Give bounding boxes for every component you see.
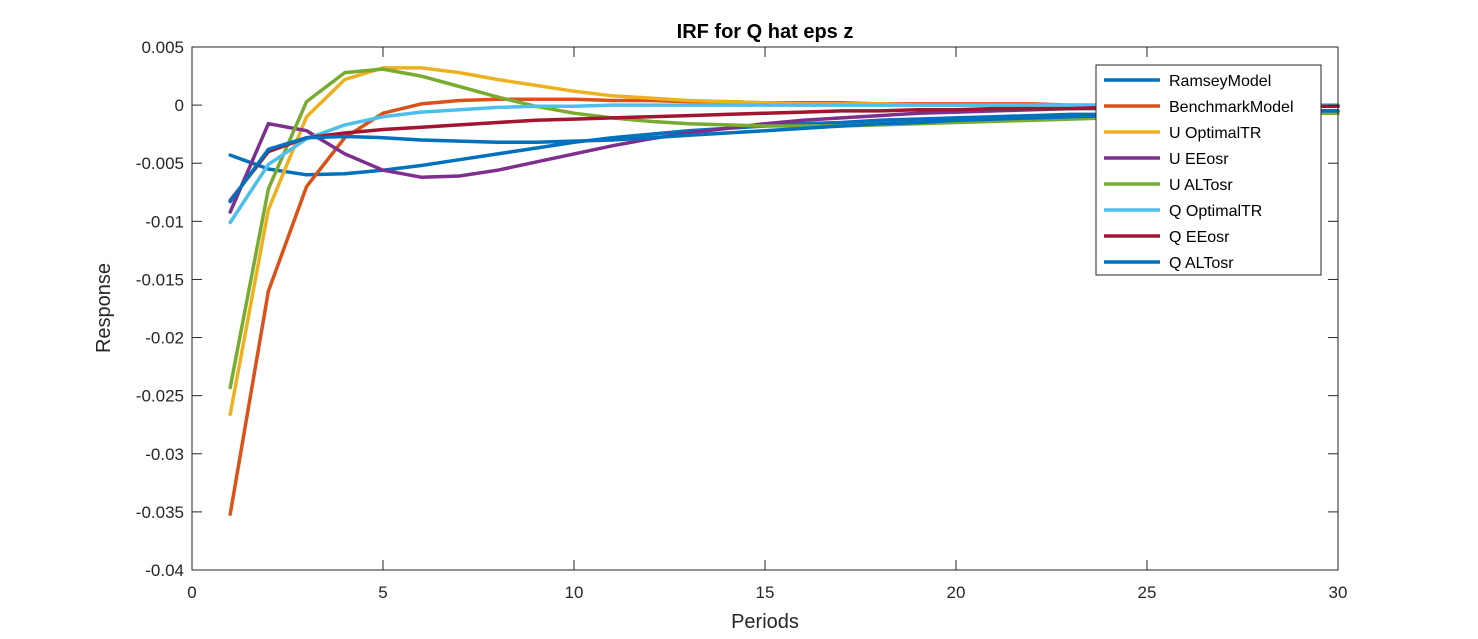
chart-title: IRF for Q hat eps z (677, 21, 854, 43)
y-axis-label: Response (93, 263, 115, 353)
x-tick-label: 30 (1329, 583, 1348, 602)
legend: RamseyModel BenchmarkModel U OptimalTR U EE… (1095, 64, 1322, 276)
y-tick-label: -0.025 (136, 387, 184, 406)
x-tick-label: 15 (756, 583, 775, 602)
legend-label-0: RamseyModel (1169, 73, 1271, 90)
legend-label-7: Q ALTosr (1169, 255, 1234, 272)
legend-label-3: U EEosr (1169, 151, 1229, 168)
y-tick-label: -0.01 (145, 212, 184, 231)
axis-ticks: 0 5 10 15 20 25 30 0.005 0 -0.005 -0.01 -0.015 -0.02… (136, 38, 1348, 602)
x-tick-label: 10 (565, 583, 584, 602)
y-tick-label: -0.02 (145, 329, 184, 348)
x-axis-label: Periods (731, 611, 799, 633)
legend-label-6: Q EEosr (1169, 229, 1230, 246)
x-tick-label: 5 (378, 583, 387, 602)
legend-box (1095, 64, 1322, 276)
y-tick-label: -0.015 (136, 270, 184, 289)
x-tick-label: 25 (1138, 583, 1157, 602)
legend-label-1: BenchmarkModel (1169, 99, 1294, 116)
legend-label-4: U ALTosr (1169, 177, 1233, 194)
y-tick-label: -0.005 (136, 154, 184, 173)
legend-label-2: U OptimalTR (1169, 125, 1261, 142)
x-tick-label: 20 (947, 583, 966, 602)
y-tick-label: 0 (175, 96, 184, 115)
y-tick-label: -0.035 (136, 503, 184, 522)
y-tick-label: -0.03 (145, 445, 184, 464)
y-tick-label: -0.04 (145, 561, 184, 580)
x-tick-label: 0 (187, 583, 196, 602)
legend-label-5: Q OptimalTR (1169, 203, 1262, 220)
y-tick-label: 0.005 (141, 38, 184, 57)
